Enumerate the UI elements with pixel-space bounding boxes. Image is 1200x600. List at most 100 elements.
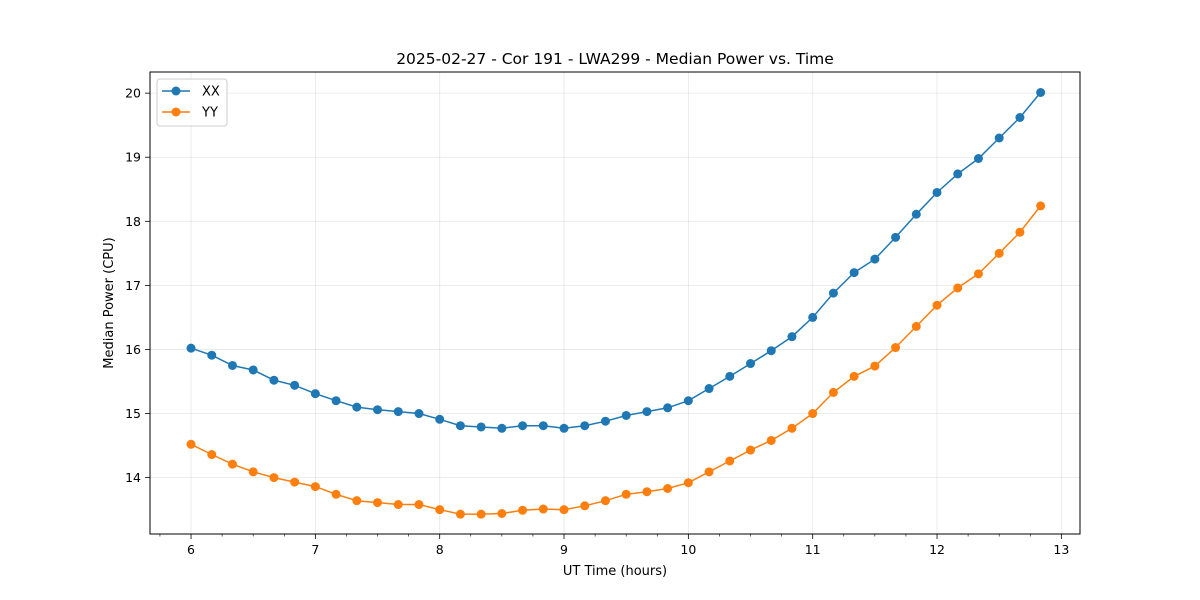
data-point-xx	[704, 384, 714, 394]
data-point-yy	[891, 343, 901, 353]
data-point-yy	[746, 445, 756, 455]
data-point-xx	[207, 350, 217, 360]
x-tick-label: 12	[929, 542, 945, 557]
data-point-yy	[290, 477, 300, 487]
data-point-xx	[953, 169, 963, 179]
data-point-xx	[642, 407, 652, 417]
data-point-yy	[227, 459, 237, 469]
data-point-xx	[911, 209, 921, 219]
data-point-yy	[953, 283, 963, 293]
data-point-xx	[621, 410, 631, 420]
data-point-xx	[497, 423, 507, 433]
data-point-yy	[683, 478, 693, 488]
data-point-xx	[331, 396, 341, 406]
data-point-xx	[994, 133, 1004, 143]
data-point-yy	[621, 489, 631, 499]
data-point-yy	[248, 467, 258, 477]
x-axis: 6 7 8 9 10 11 12 13	[159, 534, 1069, 557]
data-point-yy	[994, 248, 1004, 258]
legend-label-xx: XX	[202, 85, 220, 100]
data-point-yy	[973, 269, 983, 279]
data-point-xx	[932, 187, 942, 197]
x-tick-label: 6	[187, 542, 195, 557]
data-point-xx	[559, 423, 569, 433]
grid	[150, 72, 1080, 534]
data-point-yy	[435, 505, 445, 515]
data-point-yy	[538, 504, 548, 514]
data-point-yy	[331, 489, 341, 499]
legend-marker-xx	[171, 86, 181, 96]
y-axis-label: Median Power (CPU)	[102, 237, 117, 368]
data-point-xx	[849, 268, 859, 278]
x-tick-label: 11	[805, 542, 821, 557]
y-tick-label: 17	[125, 278, 141, 293]
data-point-xx	[663, 403, 673, 413]
data-point-xx	[455, 421, 465, 431]
data-point-yy	[870, 361, 880, 371]
data-point-yy	[580, 501, 590, 511]
data-point-yy	[352, 496, 362, 506]
data-point-yy	[559, 505, 569, 515]
data-point-yy	[414, 500, 424, 510]
data-point-yy	[186, 439, 196, 449]
data-point-yy	[663, 484, 673, 494]
data-point-yy	[828, 387, 838, 397]
data-point-yy	[393, 500, 403, 510]
data-point-xx	[891, 232, 901, 242]
data-point-yy	[787, 423, 797, 433]
data-point-yy	[766, 435, 776, 445]
data-point-xx	[290, 380, 300, 390]
y-axis: 14 15 16 17 18 19 20	[125, 86, 150, 485]
data-point-yy	[704, 467, 714, 477]
data-point-xx	[766, 346, 776, 356]
data-point-yy	[1015, 227, 1025, 237]
data-point-yy	[269, 473, 279, 483]
x-axis-label: UT Time (hours)	[563, 564, 667, 579]
data-point-xx	[746, 359, 756, 369]
data-point-xx	[393, 407, 403, 417]
data-point-xx	[973, 154, 983, 164]
data-point-yy	[497, 508, 507, 518]
x-tick-label: 7	[311, 542, 319, 557]
data-point-xx	[1036, 88, 1046, 98]
data-point-yy	[725, 456, 735, 466]
data-point-xx	[787, 332, 797, 342]
data-point-yy	[849, 371, 859, 381]
y-tick-label: 14	[125, 470, 141, 485]
x-tick-label: 9	[560, 542, 568, 557]
y-tick-label: 16	[125, 342, 141, 357]
legend: XX YY	[156, 78, 228, 127]
data-point-xx	[1015, 112, 1025, 122]
data-point-xx	[373, 405, 383, 415]
y-tick-label: 15	[125, 406, 141, 421]
data-point-xx	[269, 375, 279, 385]
data-point-xx	[518, 421, 528, 431]
data-point-yy	[476, 509, 486, 519]
data-point-xx	[683, 396, 693, 406]
plot-frame	[149, 71, 1081, 535]
data-point-xx	[600, 416, 610, 426]
x-tick-label: 10	[680, 542, 696, 557]
series-layer	[186, 88, 1046, 519]
data-point-yy	[207, 450, 217, 460]
data-point-xx	[352, 402, 362, 412]
data-point-yy	[642, 487, 652, 497]
y-tick-label: 19	[125, 150, 141, 165]
x-tick-label: 8	[436, 542, 444, 557]
data-point-xx	[808, 312, 818, 322]
data-point-xx	[870, 254, 880, 264]
data-point-xx	[538, 421, 548, 431]
x-tick-label: 13	[1053, 542, 1069, 557]
data-point-xx	[248, 365, 258, 375]
data-point-yy	[911, 321, 921, 331]
y-tick-label: 18	[125, 214, 141, 229]
data-point-xx	[435, 414, 445, 424]
data-point-xx	[310, 389, 320, 399]
data-point-xx	[476, 422, 486, 432]
data-point-yy	[310, 482, 320, 492]
data-point-yy	[455, 509, 465, 519]
chart-title: 2025-02-27 - Cor 191 - LWA299 - Median P…	[396, 50, 834, 68]
data-point-yy	[1036, 201, 1046, 211]
data-point-xx	[227, 360, 237, 370]
